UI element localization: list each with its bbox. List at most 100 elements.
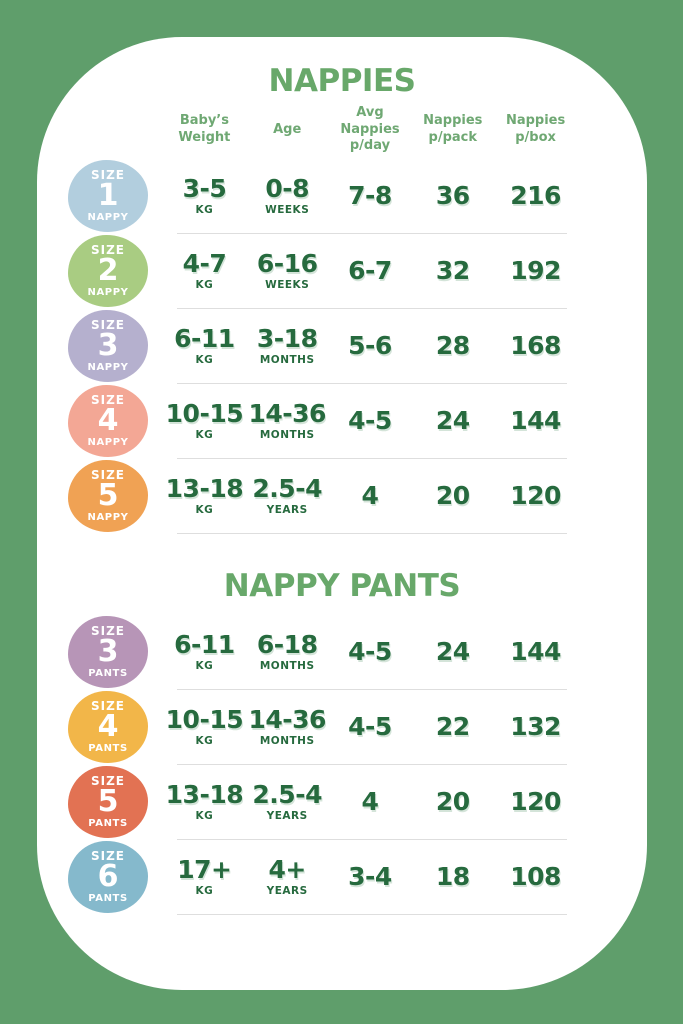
age-unit: MONTHS [259,428,315,441]
size-badge: SIZE 3 NAPPY [68,310,148,382]
weight-value: 6-11 [174,630,235,660]
row-divider [177,233,567,234]
per-box-value: 168 [510,330,561,360]
per-day-value: 7-8 [348,180,392,210]
weight-unit: KG [195,884,214,897]
per-day-value: 4 [361,480,379,510]
header-nappies-per-pack: Nappies p/pack [411,113,494,147]
header-babys-weight: Baby’s Weight [163,113,246,147]
per-box-cell: 192 [494,255,577,285]
header-nappies-per-box: Nappies p/box [494,113,577,147]
size-badge: SIZE 6 PANTS [68,841,148,913]
table-row: SIZE 3 NAPPY 6-11 KG 3-18 MONTHS 5-6 [37,309,647,383]
per-box-cell: 168 [494,330,577,360]
size-badge: SIZE 4 NAPPY [68,385,148,457]
size-badge: SIZE 4 PANTS [68,691,148,763]
age-value: 14-36 [248,399,326,429]
badge-size-label: SIZE [90,774,125,789]
per-box-value: 192 [510,255,561,285]
header-line: Avg Nappies [340,104,400,137]
weight-unit: KG [195,203,214,216]
per-pack-value: 28 [435,330,470,360]
badge-size-label: SIZE [90,624,125,639]
weight-unit: KG [195,278,214,291]
per-box-value: 216 [510,180,561,210]
header-line: Nappies [505,113,566,129]
table-row: SIZE 4 NAPPY 10-15 KG 14-36 MONTHS 4-5 [37,384,647,458]
per-box-cell: 144 [494,638,577,665]
table-row: SIZE 3 PANTS 6-11 KG 6-18 MONTHS 4-5 [37,615,647,689]
age-value: 4+ [268,855,307,885]
per-day-value: 5-6 [348,330,392,360]
row-divider [177,764,567,765]
table-row: SIZE 5 PANTS 13-18 KG 2.5-4 YEARS 4 [37,765,647,839]
row-divider [177,689,567,690]
badge-size-number: 4 [97,403,119,439]
weight-unit: KG [195,428,214,441]
table-row: SIZE 2 NAPPY 4-7 KG 6-16 WEEKS 6-7 [37,234,647,308]
per-box-value: 120 [510,786,561,816]
row-divider [177,914,567,915]
per-day-cell: 4 [329,786,412,816]
per-pack-value: 36 [435,180,470,210]
per-pack-cell: 24 [411,638,494,665]
age-value: 3-18 [256,324,318,354]
per-pack-value: 22 [435,711,470,741]
per-day-value: 3-4 [348,861,392,891]
size-badge: SIZE 5 NAPPY [68,460,148,532]
section-title-nappy-pants: NAPPY PANTS [223,568,461,604]
header-avg-nappies-per-day: Avg Nappies p/day [329,105,412,156]
age-unit: YEARS [266,809,308,822]
row-divider [177,308,567,309]
weight-cell: 17+ KG [163,855,246,897]
per-pack-cell: 22 [411,711,494,741]
per-pack-cell: 24 [411,407,494,434]
per-day-cell: 7-8 [329,180,412,210]
age-cell: 0-8 WEEKS [246,176,329,216]
age-value: 2.5-4 [252,780,322,810]
nappy-pants-rows: SIZE 3 PANTS 6-11 KG 6-18 MONTHS 4-5 [37,615,647,915]
nappies-rows: SIZE 1 NAPPY 3-5 KG 0-8 WEEKS 7-8 [37,159,647,534]
per-box-cell: 216 [494,180,577,210]
per-pack-cell: 36 [411,180,494,210]
column-header-row: Baby’s Weight Age Avg Nappies p/day Napp… [37,101,647,159]
table-row: SIZE 1 NAPPY 3-5 KG 0-8 WEEKS 7-8 [37,159,647,233]
age-unit: WEEKS [265,278,310,291]
per-day-value: 4 [361,786,379,816]
badge-size-label: SIZE [90,849,125,864]
badge-size-label: SIZE [90,318,125,333]
age-unit: WEEKS [265,203,310,216]
per-day-value: 4-5 [348,711,392,741]
weight-value: 17+ [177,855,232,885]
age-unit: MONTHS [259,353,315,366]
weight-value: 10-15 [165,705,244,735]
badge-size-number: 3 [97,634,119,670]
age-cell: 6-16 WEEKS [246,251,329,291]
per-pack-value: 32 [435,255,470,285]
section-title-nappies: NAPPIES [268,63,416,99]
per-pack-value: 20 [435,786,470,816]
header-line: Weight [178,130,231,145]
size-badge: SIZE 3 PANTS [68,616,148,688]
table-row: SIZE 5 NAPPY 13-18 KG 2.5-4 YEARS 4 [37,459,647,533]
header-line: p/pack [428,130,478,145]
per-box-value: 120 [510,480,561,510]
age-cell: 4+ YEARS [246,855,329,897]
badge-size-label: SIZE [90,393,125,408]
weight-unit: KG [195,659,214,672]
per-day-cell: 3-4 [329,861,412,891]
header-line: Nappies [423,113,483,129]
age-unit: MONTHS [259,659,315,672]
badge-type-label: NAPPY [87,511,129,523]
row-divider [177,839,567,840]
table-row: SIZE 4 PANTS 10-15 KG 14-36 MONTHS 4-5 [37,690,647,764]
per-day-value: 4-5 [348,405,392,435]
weight-cell: 13-18 KG [163,782,246,822]
weight-value: 13-18 [165,474,244,504]
weight-unit: KG [195,809,214,822]
weight-value: 4-7 [182,249,227,279]
weight-value: 3-5 [182,174,227,204]
age-unit: YEARS [266,884,308,897]
badge-type-label: NAPPY [87,436,129,448]
